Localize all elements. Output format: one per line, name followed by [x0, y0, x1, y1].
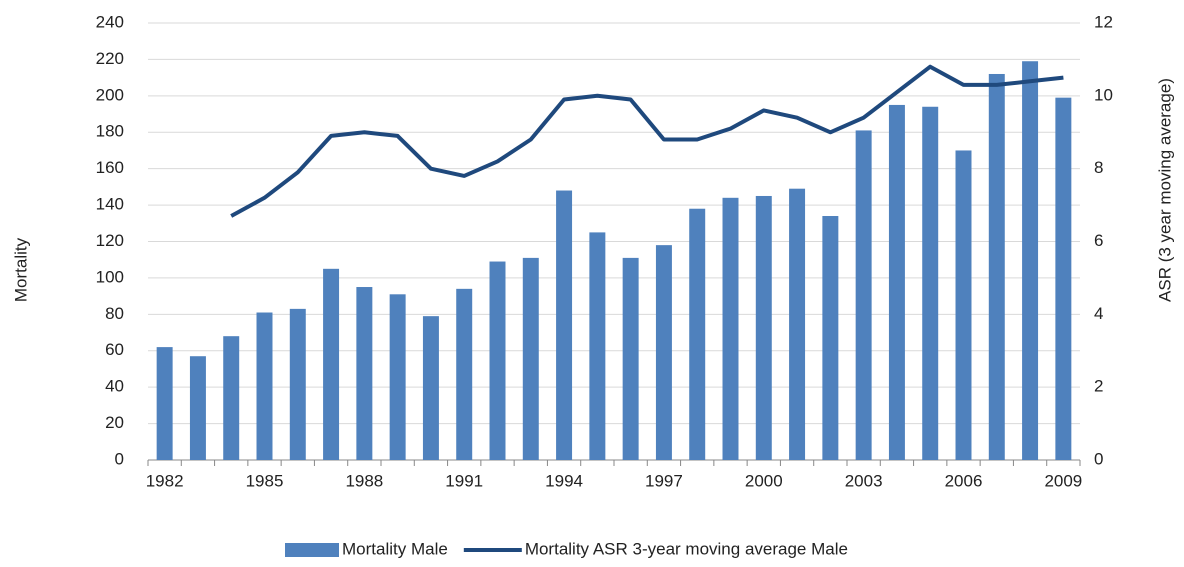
bar — [789, 188, 806, 460]
bar — [922, 106, 939, 460]
x-tick-label: 1988 — [345, 471, 383, 490]
bar — [1022, 61, 1039, 461]
bar — [389, 294, 406, 460]
y-tick-label: 20 — [105, 413, 124, 432]
x-tick-label: 1991 — [445, 471, 483, 490]
bar — [722, 197, 739, 461]
bar — [988, 73, 1005, 460]
bar — [356, 287, 373, 460]
y-tick-label: 60 — [105, 340, 124, 359]
y2-tick-label: 0 — [1094, 449, 1103, 468]
bar — [189, 356, 206, 460]
legend-swatch — [285, 543, 339, 557]
y2-tick-label: 12 — [1094, 12, 1113, 31]
y-tick-label: 120 — [96, 231, 124, 250]
y2-tick-label: 8 — [1094, 158, 1103, 177]
bar — [289, 308, 306, 460]
bar — [855, 130, 872, 460]
y-tick-label: 100 — [96, 267, 124, 286]
y2-tick-label: 2 — [1094, 377, 1103, 396]
bar — [589, 232, 606, 460]
bar — [422, 316, 439, 460]
x-tick-label: 1982 — [146, 471, 184, 490]
bar — [888, 104, 905, 460]
bar — [456, 288, 473, 460]
x-tick-label: 1997 — [645, 471, 683, 490]
legend-label: Mortality ASR 3-year moving average Male — [525, 539, 848, 558]
bar — [323, 268, 340, 460]
bar — [955, 150, 972, 461]
y-tick-label: 200 — [96, 85, 124, 104]
legend-label: Mortality Male — [342, 539, 448, 558]
y2-axis-label: ASR (3 year moving average) — [1155, 78, 1174, 302]
x-tick-label: 1985 — [246, 471, 284, 490]
y2-tick-label: 6 — [1094, 231, 1103, 250]
y2-tick-label: 4 — [1094, 304, 1103, 323]
y-tick-label: 220 — [96, 49, 124, 68]
y-tick-label: 40 — [105, 377, 124, 396]
bar — [489, 261, 506, 460]
y-tick-label: 160 — [96, 158, 124, 177]
x-tick-label: 2009 — [1044, 471, 1082, 490]
bar — [822, 216, 839, 460]
x-tick-label: 1994 — [545, 471, 583, 490]
bar — [1055, 97, 1072, 460]
bar — [156, 347, 173, 460]
bar — [256, 312, 273, 460]
y2-tick-label: 10 — [1094, 85, 1113, 104]
bar — [223, 336, 240, 460]
bar — [556, 190, 573, 460]
y-tick-label: 80 — [105, 304, 124, 323]
x-tick-label: 2000 — [745, 471, 783, 490]
y-tick-label: 180 — [96, 122, 124, 141]
y-tick-label: 240 — [96, 12, 124, 31]
y-tick-label: 0 — [115, 449, 124, 468]
y-axis-label: Mortality — [11, 237, 30, 302]
y-tick-label: 140 — [96, 195, 124, 214]
bar — [755, 195, 772, 460]
bar — [689, 208, 706, 460]
bar — [655, 245, 672, 460]
x-tick-label: 2006 — [945, 471, 983, 490]
line — [230, 64, 1064, 218]
bar — [522, 257, 539, 460]
bar — [622, 257, 639, 460]
x-tick-label: 2003 — [845, 471, 883, 490]
